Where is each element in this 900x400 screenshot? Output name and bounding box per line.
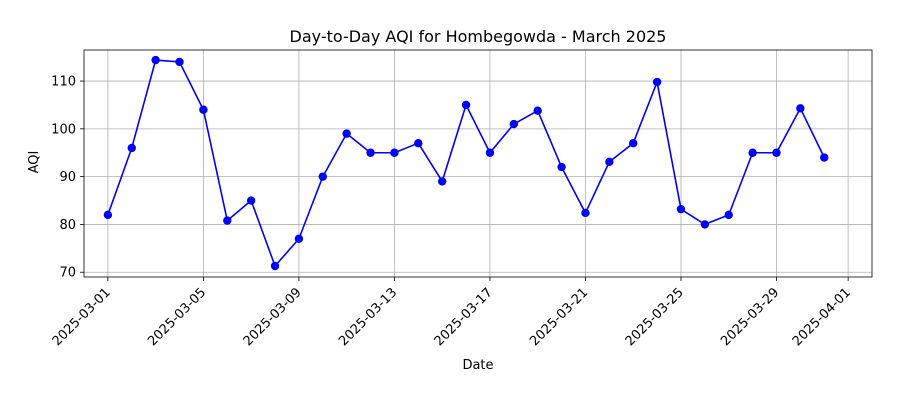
data-point (581, 208, 590, 218)
data-point (652, 77, 662, 87)
chart-title: Day-to-Day AQI for Hombegowda - March 20… (290, 27, 667, 46)
x-tick-label: 2025-03-13 (336, 285, 400, 349)
data-point (557, 162, 566, 172)
data-point (103, 210, 113, 220)
data-point (175, 57, 184, 67)
data-point (724, 210, 733, 220)
y-tick-label: 70 (59, 266, 76, 281)
data-point (700, 220, 710, 229)
data-point (820, 153, 829, 162)
data-point (246, 196, 256, 205)
x-tick-label: 2025-03-29 (718, 285, 782, 349)
data-point (199, 105, 208, 114)
data-point (772, 148, 781, 157)
y-tick-label: 80 (59, 218, 76, 233)
data-point (485, 148, 495, 157)
data-point (461, 100, 471, 110)
tick-labels: 70 80 90 100 110 2025-03-01 2025-03-05 2025-03-… (50, 75, 854, 350)
data-point (342, 129, 351, 138)
x-tick-label: 2025-03-21 (527, 285, 591, 349)
y-tick-label: 110 (51, 75, 76, 90)
y-tick-label: 100 (51, 122, 76, 137)
y-axis-title: AQI (27, 151, 42, 174)
plot-frame (83, 49, 873, 278)
data-point (748, 148, 757, 157)
data-point (676, 204, 686, 214)
grid-lines (84, 50, 872, 277)
data-point (605, 157, 614, 167)
data-point (223, 216, 232, 225)
data-point (390, 148, 399, 157)
data-point (796, 104, 805, 113)
data-point (437, 177, 447, 186)
x-tick-label: 2025-03-01 (50, 285, 114, 349)
data-point (414, 138, 423, 148)
x-tick-label: 2025-03-09 (241, 285, 305, 349)
data-point (509, 119, 519, 129)
data-point (270, 261, 280, 271)
x-tick-label: 2025-03-25 (623, 285, 687, 349)
x-axis-title: Date (462, 358, 493, 373)
x-tick-label: 2025-03-05 (145, 285, 209, 349)
data-point (151, 55, 160, 65)
data-point (629, 138, 638, 148)
series-layer (103, 55, 829, 271)
data-point (127, 143, 136, 153)
y-tick-label: 90 (59, 170, 76, 185)
x-tick-label: 2025-03-17 (432, 285, 496, 349)
data-point (533, 106, 542, 115)
x-tick-label: 2025-04-01 (790, 285, 854, 349)
axes (80, 49, 873, 281)
data-point (318, 172, 327, 181)
data-point (294, 234, 304, 243)
data-point (366, 148, 375, 157)
series-line (107, 59, 825, 267)
